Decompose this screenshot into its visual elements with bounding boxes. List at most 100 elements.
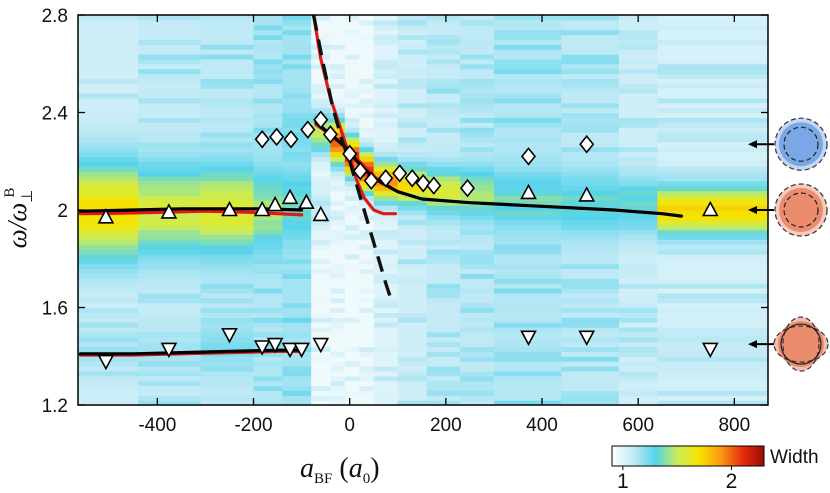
heatmap-cell <box>311 327 332 333</box>
heatmap-cell <box>618 83 659 89</box>
heatmap-cell <box>460 117 495 123</box>
heatmap-cell <box>138 278 202 284</box>
heatmap-cell <box>618 244 659 250</box>
heatmap-cell <box>460 317 495 323</box>
heatmap-cell <box>78 239 139 245</box>
heatmap-cell <box>138 73 202 79</box>
heatmap-cell <box>397 370 428 377</box>
heatmap-cell <box>460 297 495 304</box>
heatmap-cell <box>311 380 332 387</box>
heatmap-cell <box>138 112 202 118</box>
heatmap-cell <box>344 375 360 382</box>
heatmap-cell <box>373 29 399 36</box>
heatmap-cell <box>426 24 461 31</box>
heatmap-cell <box>282 34 312 40</box>
heatmap-cell <box>200 83 255 89</box>
heatmap-cell <box>657 375 768 382</box>
heatmap-cell <box>426 136 461 143</box>
heatmap-cell <box>311 175 332 182</box>
mode-icon <box>774 117 828 171</box>
heatmap-cell <box>311 68 332 75</box>
heatmap-cell <box>200 190 255 196</box>
heatmap-cell <box>657 331 768 338</box>
heatmap-cell <box>657 83 768 89</box>
heatmap-cell <box>618 283 659 289</box>
heatmap-cell <box>657 380 768 387</box>
heatmap-cell <box>78 200 139 206</box>
heatmap-cell <box>311 400 332 405</box>
heatmap-cell <box>561 78 620 84</box>
heatmap-cell <box>282 331 312 338</box>
heatmap-cell <box>330 166 346 172</box>
heatmap-cell <box>78 141 139 148</box>
heatmap-cell <box>282 127 312 133</box>
heatmap-cell <box>200 24 255 31</box>
heatmap-cell <box>426 219 461 226</box>
heatmap-cell <box>78 288 139 294</box>
heatmap-cell <box>397 322 428 328</box>
heatmap-cell <box>200 317 255 323</box>
heatmap-cell <box>493 263 562 270</box>
heatmap-cell <box>561 97 620 104</box>
mode-icons <box>773 117 829 372</box>
heatmap-cell <box>78 307 139 313</box>
heatmap-cell <box>78 171 139 177</box>
heatmap-cell <box>359 370 375 377</box>
heatmap-cell <box>460 15 495 21</box>
heatmap-cell <box>138 83 202 89</box>
heatmap-cell <box>330 15 346 21</box>
heatmap-cell <box>344 132 360 138</box>
heatmap-cell <box>426 122 461 128</box>
heatmap-cell <box>311 39 332 45</box>
heatmap-cell <box>330 317 346 323</box>
heatmap-cell <box>493 351 562 357</box>
heatmap-cell <box>426 19 461 26</box>
heatmap-cell <box>330 49 346 55</box>
heatmap-cell <box>373 185 399 192</box>
heatmap-cell <box>311 258 332 265</box>
heatmap-cell <box>426 224 461 231</box>
heatmap-cell <box>138 258 202 265</box>
heatmap-cell <box>397 268 428 274</box>
heatmap-cell <box>657 336 768 343</box>
heatmap-cell <box>330 107 346 114</box>
heatmap-cell <box>200 278 255 284</box>
heatmap-cell <box>311 34 332 40</box>
heatmap-cell <box>253 356 283 362</box>
heatmap-cell <box>330 161 346 167</box>
heatmap-cell <box>282 292 312 299</box>
heatmap-cell <box>561 122 620 128</box>
heatmap-cell <box>330 34 346 40</box>
heatmap-cell <box>78 112 139 118</box>
heatmap-cell <box>344 239 360 245</box>
heatmap-cell <box>373 156 399 162</box>
heatmap-cell <box>359 258 375 265</box>
heatmap-cell <box>657 185 768 192</box>
heatmap-cell <box>78 78 139 84</box>
heatmap-cell <box>561 239 620 245</box>
heatmap-cell <box>359 146 375 153</box>
heatmap-cell <box>397 224 428 231</box>
heatmap-cell <box>253 200 283 206</box>
heatmap-cell <box>311 107 332 114</box>
heatmap-cell <box>330 58 346 65</box>
heatmap-cell <box>282 395 312 401</box>
triangle-up-marker <box>160 203 178 219</box>
heatmap-cell <box>657 166 768 172</box>
heatmap-cell <box>78 190 139 196</box>
heatmap-cell <box>397 136 428 143</box>
heatmap-cell <box>330 39 346 45</box>
heatmap-cell <box>330 297 346 304</box>
heatmap-cell <box>426 234 461 240</box>
heatmap-cell <box>200 297 255 304</box>
heatmap-cell <box>138 400 202 405</box>
heatmap-cell <box>460 239 495 245</box>
heatmap-cell <box>657 63 768 70</box>
x-axis-label-unit-sub: 0 <box>363 471 371 487</box>
heatmap-cell <box>618 273 659 279</box>
heatmap-cell <box>561 83 620 89</box>
heatmap-cell <box>373 39 399 45</box>
heatmap-cell <box>311 283 332 289</box>
heatmap-cell <box>561 15 620 21</box>
heatmap-cell <box>138 331 202 338</box>
